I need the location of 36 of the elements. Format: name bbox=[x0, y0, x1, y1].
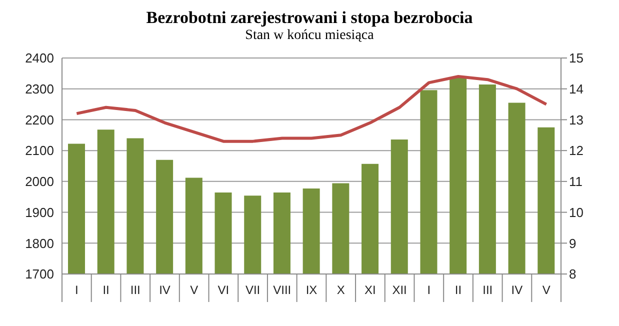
x-tick-label: VIII bbox=[273, 283, 292, 297]
x-tick-label: III bbox=[482, 283, 493, 297]
y2-tick-label: 9 bbox=[569, 236, 576, 251]
x-tick-label: II bbox=[454, 283, 462, 297]
y-tick-label: 1900 bbox=[25, 204, 54, 220]
y2-tick-label: 8 bbox=[569, 266, 576, 282]
chart-title: Bezrobotni zarejestrowani i stopa bezrobocia bbox=[145, 8, 474, 28]
chart-subtitle: Stan w końcu miesiąca bbox=[244, 28, 375, 44]
y-tick-label: 1700 bbox=[25, 266, 54, 282]
y2-tick-label: 11 bbox=[569, 174, 582, 190]
x-tick-label: XI bbox=[364, 283, 376, 297]
y2-tick-label: 15 bbox=[569, 50, 584, 66]
y-tick-label: 2100 bbox=[25, 143, 54, 158]
y2-tick-label: 10 bbox=[569, 204, 584, 220]
x-tick-label: I bbox=[427, 283, 431, 297]
y-tick-label: 2000 bbox=[25, 174, 54, 190]
x-tick-label: I bbox=[75, 283, 78, 297]
y-tick-label: 1800 bbox=[25, 236, 54, 251]
x-tick-label: V bbox=[190, 283, 198, 297]
x-tick-label: IX bbox=[306, 283, 318, 297]
y2-tick-label: 14 bbox=[569, 81, 584, 96]
x-tick-label: IV bbox=[511, 283, 523, 297]
y2-tick-label: 12 bbox=[569, 143, 584, 158]
y2-tick-label: 13 bbox=[569, 112, 584, 128]
x-tick-label: VII bbox=[245, 283, 260, 297]
x-tick-label: V bbox=[542, 283, 550, 297]
y-tick-label: 2200 bbox=[25, 112, 54, 128]
y-tick-label: 2300 bbox=[25, 81, 54, 96]
x-tick-label: XII bbox=[392, 283, 407, 297]
x-tick-label: IV bbox=[159, 283, 170, 297]
x-tick-label: X bbox=[336, 283, 345, 297]
y-tick-label: 2400 bbox=[25, 50, 54, 66]
x-tick-label: III bbox=[130, 283, 140, 297]
x-tick-label: II bbox=[102, 283, 110, 297]
x-tick-label: VI bbox=[218, 283, 230, 297]
line-series bbox=[75, 75, 548, 143]
